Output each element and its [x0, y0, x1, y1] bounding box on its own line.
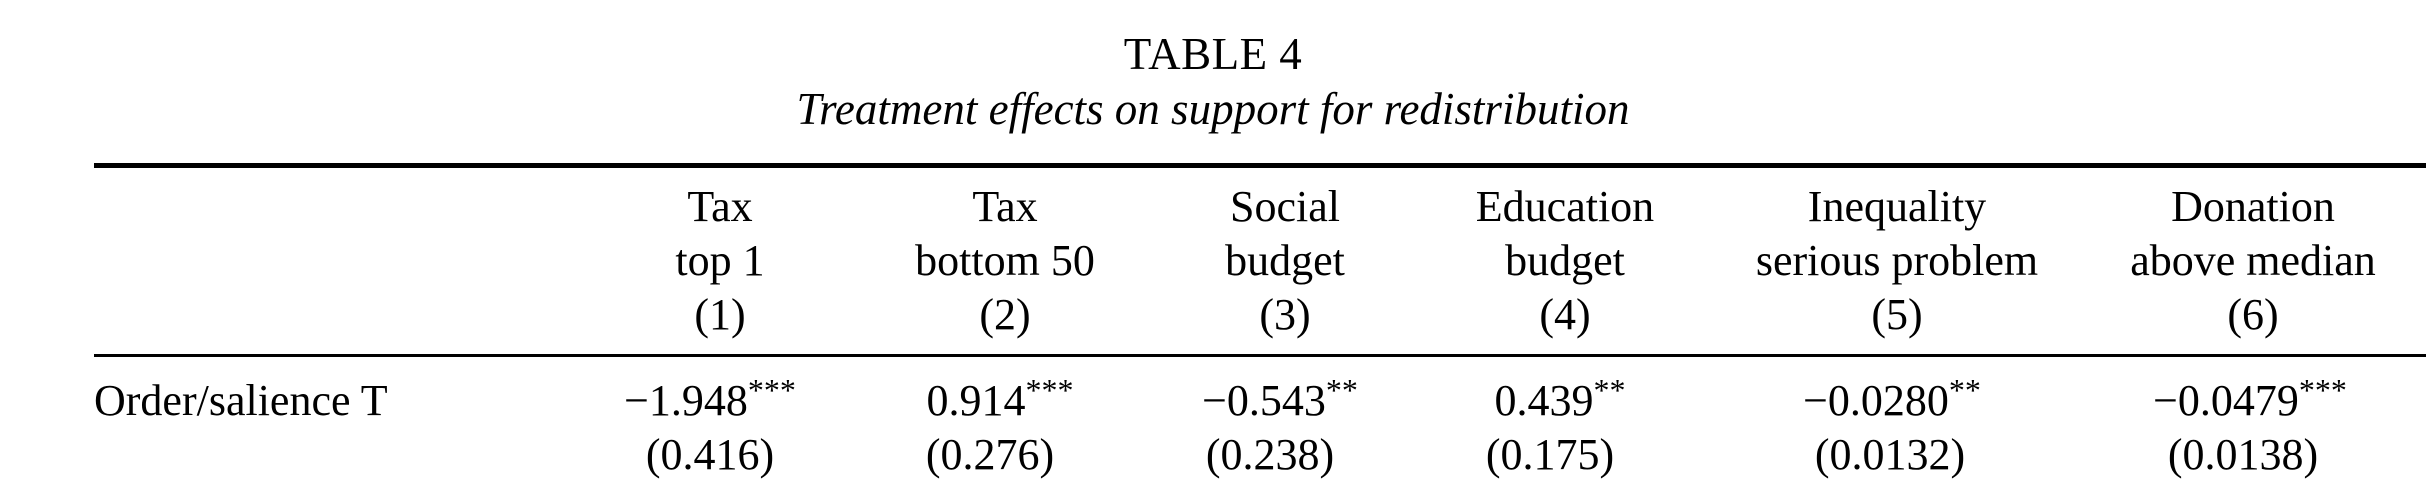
column-header-3-line1: Social: [1230, 182, 1340, 231]
table-number: TABLE 4: [1123, 29, 1303, 79]
se-col-2: (0.276): [925, 430, 1055, 479]
column-header-3-number: (3): [1259, 290, 1311, 339]
column-header-4: Education budget (4): [1385, 180, 1745, 342]
coef-col-2: 0.914***: [820, 374, 1180, 428]
significance-stars: **: [1325, 372, 1358, 408]
se-col-4: (0.175): [1485, 430, 1615, 479]
column-header-2-line1: Tax: [972, 182, 1038, 231]
significance-stars: **: [1948, 372, 1981, 408]
se-col-6: (0.0138): [2167, 430, 2319, 479]
column-header-5: Inequality serious problem (5): [1717, 180, 2077, 342]
header-rule: [94, 354, 2426, 357]
column-header-4-number: (4): [1539, 290, 1591, 339]
coef-col-5: −0.0280**: [1712, 374, 2072, 428]
column-header-5-line1: Inequality: [1807, 182, 1987, 231]
column-header-3: Social budget (3): [1105, 180, 1465, 342]
coef-value: −0.543: [1202, 376, 1326, 425]
column-header-6-line1: Donation: [2171, 182, 2335, 231]
column-header-2: Tax bottom 50 (2): [825, 180, 1185, 342]
column-header-1: Tax top 1 (1): [540, 180, 900, 342]
column-header-2-number: (2): [979, 290, 1031, 339]
coef-col-3: −0.543**: [1100, 374, 1460, 428]
coef-value: −0.0280: [1803, 376, 1949, 425]
top-rule: [94, 163, 2426, 168]
coef-col-4: 0.439**: [1380, 374, 1740, 428]
row-label-order-salience: Order/salience T: [94, 376, 388, 425]
column-header-5-number: (5): [1871, 290, 1923, 339]
coef-col-1: −1.948***: [530, 374, 890, 428]
significance-stars: **: [1593, 372, 1626, 408]
column-header-6-number: (6): [2227, 290, 2279, 339]
coef-value: 0.439: [1494, 376, 1594, 425]
se-col-3: (0.238): [1205, 430, 1335, 479]
coef-value: −0.0479: [2153, 376, 2299, 425]
column-header-1-number: (1): [694, 290, 746, 339]
column-header-4-line2: budget: [1505, 236, 1625, 285]
se-col-5: (0.0132): [1814, 430, 1966, 479]
se-col-1: (0.416): [645, 430, 775, 479]
column-header-4-line1: Education: [1475, 182, 1655, 231]
significance-stars: ***: [747, 372, 796, 408]
column-header-6: Donation above median (6): [2073, 180, 2426, 342]
coef-col-6: −0.0479***: [2070, 374, 2426, 428]
coef-value: 0.914: [926, 376, 1026, 425]
column-header-6-line2: above median: [2130, 236, 2376, 285]
column-header-1-line1: Tax: [687, 182, 753, 231]
column-header-3-line2: budget: [1225, 236, 1345, 285]
column-header-5-line2: serious problem: [1755, 236, 2039, 285]
significance-stars: ***: [1025, 372, 1074, 408]
column-header-2-line2: bottom 50: [915, 236, 1095, 285]
table-title: Treatment effects on support for redistr…: [796, 84, 1630, 134]
coef-value: −1.948: [624, 376, 748, 425]
column-header-1-line2: top 1: [675, 236, 765, 285]
significance-stars: ***: [2298, 372, 2347, 408]
